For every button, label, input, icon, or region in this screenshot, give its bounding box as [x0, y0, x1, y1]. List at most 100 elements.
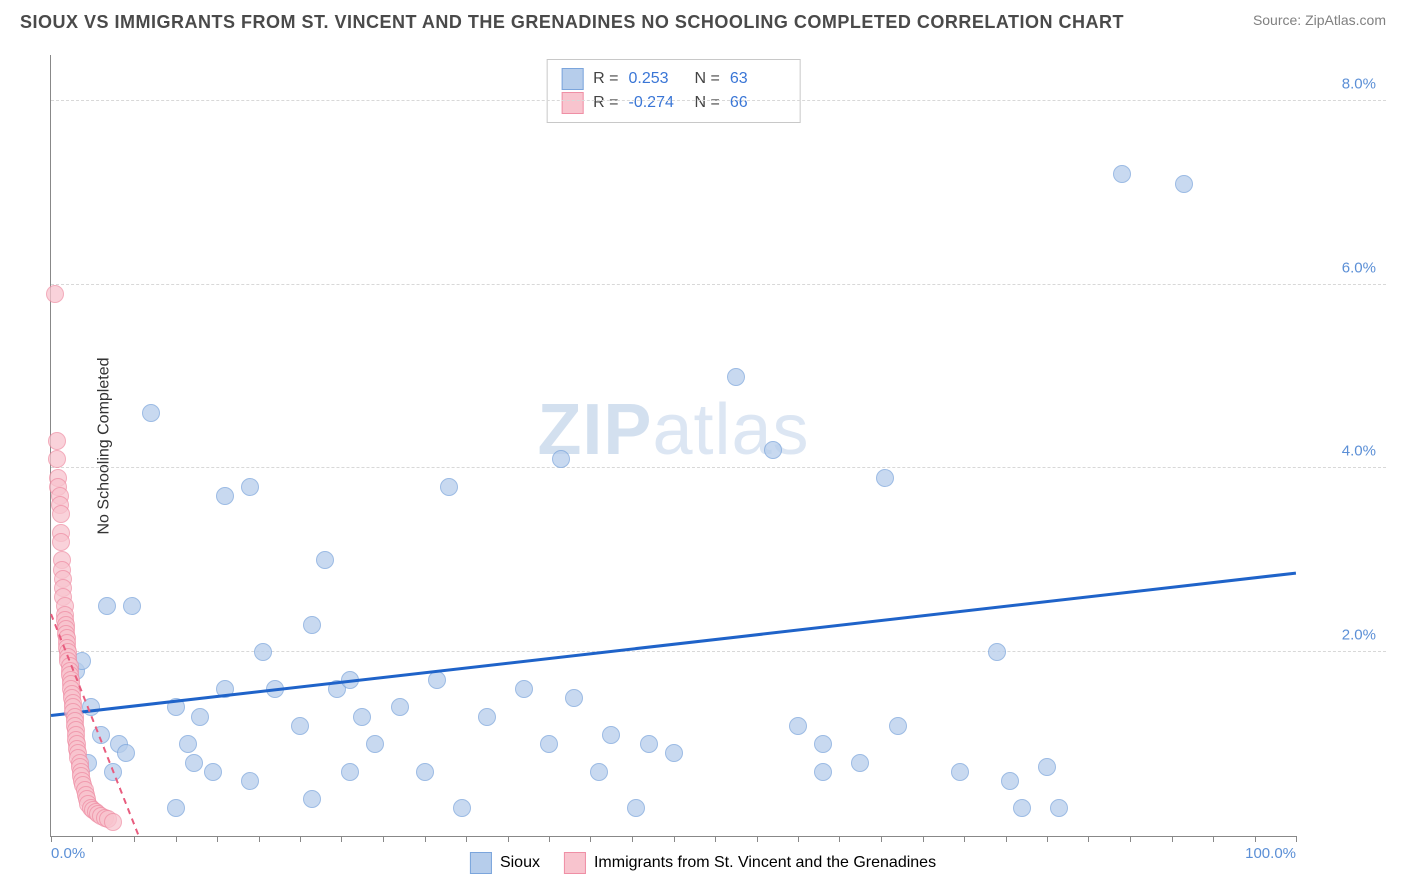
data-point — [316, 551, 334, 569]
data-point — [353, 708, 371, 726]
stats-n-label: N = — [695, 70, 720, 88]
stats-n-value: 66 — [730, 94, 786, 112]
data-point — [241, 478, 259, 496]
data-point — [789, 717, 807, 735]
data-point — [391, 698, 409, 716]
legend-item: Immigrants from St. Vincent and the Gren… — [564, 852, 936, 874]
data-point — [727, 368, 745, 386]
data-point — [988, 643, 1006, 661]
data-point — [453, 799, 471, 817]
x-tick — [259, 836, 260, 842]
x-tick — [964, 836, 965, 842]
source-label: Source: ZipAtlas.com — [1253, 12, 1386, 28]
stats-r-label: R = — [593, 94, 618, 112]
grid-line — [51, 467, 1386, 468]
data-point — [876, 469, 894, 487]
x-tick — [51, 836, 52, 842]
x-tick — [1296, 836, 1297, 842]
stats-row: R =0.253N =63 — [561, 68, 786, 90]
x-tick — [508, 836, 509, 842]
data-point — [764, 441, 782, 459]
data-point — [254, 643, 272, 661]
data-point — [204, 763, 222, 781]
data-point — [951, 763, 969, 781]
legend: Sioux Immigrants from St. Vincent and the… — [470, 852, 936, 874]
data-point — [191, 708, 209, 726]
data-point — [590, 763, 608, 781]
y-tick-label: 4.0% — [1342, 443, 1376, 460]
data-point — [1001, 772, 1019, 790]
x-tick — [1130, 836, 1131, 842]
data-point — [98, 597, 116, 615]
x-tick — [300, 836, 301, 842]
grid-line — [51, 651, 1386, 652]
data-point — [440, 478, 458, 496]
x-tick — [757, 836, 758, 842]
legend-label: Sioux — [500, 854, 540, 872]
x-tick — [1172, 836, 1173, 842]
x-tick — [923, 836, 924, 842]
x-tick — [1047, 836, 1048, 842]
data-point — [1175, 175, 1193, 193]
data-point — [48, 450, 66, 468]
x-tick — [466, 836, 467, 842]
data-point — [515, 680, 533, 698]
data-point — [1013, 799, 1031, 817]
data-point — [104, 813, 122, 831]
y-tick-label: 6.0% — [1342, 259, 1376, 276]
data-point — [52, 533, 70, 551]
stats-r-value: 0.253 — [629, 70, 685, 88]
data-point — [179, 735, 197, 753]
data-point — [142, 404, 160, 422]
x-tick — [92, 836, 93, 842]
stats-swatch — [561, 68, 583, 90]
x-tick — [383, 836, 384, 842]
x-tick — [425, 836, 426, 842]
data-point — [889, 717, 907, 735]
data-point — [416, 763, 434, 781]
legend-swatch — [470, 852, 492, 874]
chart-container: No Schooling Completed ZIPatlas R =0.253… — [50, 55, 1386, 837]
data-point — [241, 772, 259, 790]
stats-n-value: 63 — [730, 70, 786, 88]
data-point — [291, 717, 309, 735]
stats-box: R =0.253N =63R =-0.274N =66 — [546, 59, 801, 123]
legend-label: Immigrants from St. Vincent and the Gren… — [594, 854, 936, 872]
data-point — [665, 744, 683, 762]
data-point — [540, 735, 558, 753]
data-point — [48, 432, 66, 450]
stats-n-label: N = — [695, 94, 720, 112]
x-tick — [217, 836, 218, 842]
data-point — [303, 790, 321, 808]
x-tick — [839, 836, 840, 842]
trend-line — [51, 572, 1296, 717]
x-tick — [1255, 836, 1256, 842]
plot-area: ZIPatlas R =0.253N =63R =-0.274N =66 2.0… — [50, 55, 1296, 837]
x-tick — [549, 836, 550, 842]
data-point — [1038, 758, 1056, 776]
grid-line — [51, 284, 1386, 285]
stats-row: R =-0.274N =66 — [561, 92, 786, 114]
x-tick — [1213, 836, 1214, 842]
data-point — [1113, 165, 1131, 183]
data-point — [814, 763, 832, 781]
y-tick-label: 8.0% — [1342, 75, 1376, 92]
data-point — [303, 616, 321, 634]
data-point — [428, 671, 446, 689]
data-point — [167, 799, 185, 817]
data-point — [123, 597, 141, 615]
chart-title: SIOUX VS IMMIGRANTS FROM ST. VINCENT AND… — [20, 12, 1124, 33]
data-point — [627, 799, 645, 817]
data-point — [602, 726, 620, 744]
x-tick — [341, 836, 342, 842]
watermark-rest: atlas — [652, 390, 809, 470]
data-point — [46, 285, 64, 303]
data-point — [52, 505, 70, 523]
data-point — [640, 735, 658, 753]
x-tick — [134, 836, 135, 842]
x-tick — [881, 836, 882, 842]
data-point — [552, 450, 570, 468]
header: SIOUX VS IMMIGRANTS FROM ST. VINCENT AND… — [0, 0, 1406, 41]
x-tick — [632, 836, 633, 842]
data-point — [117, 744, 135, 762]
